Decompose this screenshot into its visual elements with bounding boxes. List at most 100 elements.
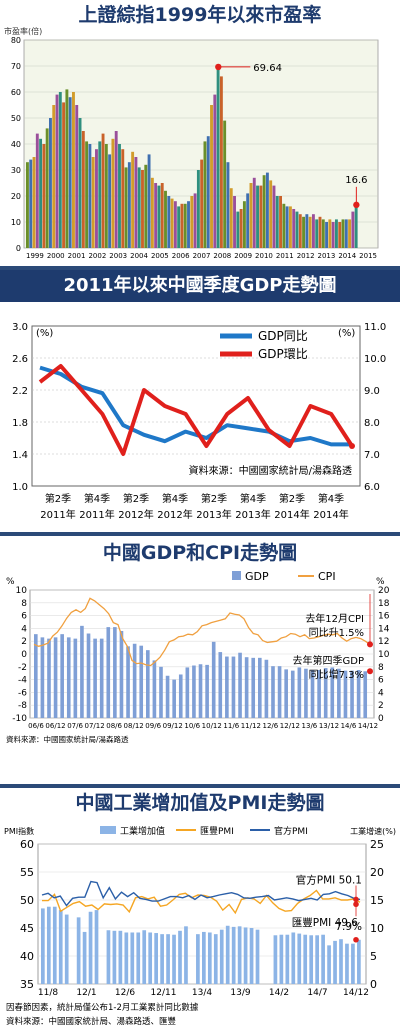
chart1-bar xyxy=(308,216,312,248)
chart3-xtick-11/12: 11/12 xyxy=(241,722,261,730)
chart2-xtick-q: 第2季 xyxy=(123,492,149,505)
chart1-bar xyxy=(203,141,207,248)
chart1-bar xyxy=(252,177,256,248)
chart3-gdp-bar xyxy=(47,638,51,718)
chart2-end-marker xyxy=(349,443,355,449)
chart3-gdp-bar xyxy=(40,637,45,718)
chart1-bar xyxy=(137,167,141,248)
chart1-bar xyxy=(95,149,98,248)
chart1-bar xyxy=(180,203,184,248)
chart4-industry-bar xyxy=(345,943,349,984)
chart1-bar xyxy=(200,159,204,248)
chart3-title: 中國GDP和CPI走勢圖 xyxy=(102,542,298,564)
chart1-bar xyxy=(52,105,56,248)
chart1-bar xyxy=(164,190,167,248)
chart2-svg: 3.0 2.6 2.2 1.8 1.4 1.0 11.0 10.0 9.0 8.0 7.0 6.0 (%… xyxy=(12,322,386,521)
chart1-bar xyxy=(91,157,95,248)
chart3-gdp-bar xyxy=(304,668,308,718)
chart3-gdp-bar xyxy=(53,637,58,718)
chart3-gdp-bar xyxy=(185,667,190,718)
chart1-bar xyxy=(292,209,296,248)
chart2-ltick-1.8: 1.8 xyxy=(12,418,28,429)
chart2-ltick-1.4: 1.4 xyxy=(12,450,28,461)
chart4-huifeng-label: 匯豐PMI 49.6 xyxy=(292,916,359,929)
chart4-industry-bar xyxy=(351,943,355,984)
chart4-industry-bar xyxy=(118,930,123,984)
chart4-industry-bar xyxy=(76,917,81,984)
chart3-legend-gdp-swatch xyxy=(232,571,241,580)
chart3-gdp-bar xyxy=(356,670,361,718)
chart3-ltick-10: 10 xyxy=(16,586,28,596)
chart4-industry-label: 7.9% xyxy=(335,921,362,933)
chart2-left-unit: (%) xyxy=(36,328,53,339)
chart2-ltick-3.0: 3.0 xyxy=(12,322,28,333)
chart2-rtick-9.0: 9.0 xyxy=(364,386,380,397)
chart4-ltick-50: 50 xyxy=(20,894,34,907)
chart1-bar xyxy=(226,162,230,248)
chart3-gdp-bar xyxy=(363,671,368,718)
separator-3 xyxy=(0,784,400,788)
chart4-svg: 6055504540352520151050PMI指數 工業增速(%)工業增加值匯… xyxy=(4,825,396,1027)
chart1-bar xyxy=(249,183,253,248)
chart3-gdp-bar xyxy=(126,646,130,718)
chart4-industry-bar xyxy=(297,933,302,984)
chart1-bar xyxy=(88,144,92,248)
chart3-gdp-bar xyxy=(93,638,97,718)
chart1-bar xyxy=(131,151,135,248)
chart3-gdp-bar xyxy=(231,656,236,718)
chart1-bar xyxy=(141,170,144,248)
chart1-bar xyxy=(147,154,151,248)
chart3-rtick-20: 20 xyxy=(378,586,390,596)
chart1-bar xyxy=(58,92,62,248)
chart1-bar xyxy=(187,201,190,248)
chart4-industry-bar xyxy=(52,906,57,984)
chart1-bar xyxy=(118,144,121,248)
chart4-rtick-15: 15 xyxy=(370,894,384,907)
chart1-bar xyxy=(190,196,194,248)
chart3-xtick-13/12: 13/12 xyxy=(319,722,339,730)
chart3-gdp-bar xyxy=(310,670,315,718)
chart4-xtick-12/6: 12/6 xyxy=(115,988,135,998)
chart1-xtick-2000: 2000 xyxy=(47,252,65,260)
chart1-bar xyxy=(193,193,197,248)
chart2-panel: 2011年以來中國季度GDP走勢圖 3.0 2.6 2.2 1.8 1.4 1.0 11.0… xyxy=(0,270,400,532)
chart1-bar xyxy=(328,219,332,248)
chart1-bar xyxy=(210,105,213,248)
chart1-bar xyxy=(114,131,118,248)
chart3-gdp-bar xyxy=(165,675,170,718)
chart3-xtick-10/6: 10/6 xyxy=(184,722,200,730)
chart1-bar xyxy=(288,206,292,248)
chart3-rtick-10: 10 xyxy=(378,650,390,660)
chart1-bar xyxy=(127,162,131,248)
chart1-ytick-40: 40 xyxy=(11,140,21,149)
chart2-plot-area xyxy=(31,325,361,487)
chart4-industry-bar xyxy=(64,914,69,984)
chart4-rtick-10: 10 xyxy=(370,922,384,935)
chart1-bar xyxy=(45,128,49,248)
chart3-gdp-bar xyxy=(139,645,144,718)
chart3-xtick-14/12: 14/12 xyxy=(358,722,378,730)
chart4-industry-bar xyxy=(333,940,337,984)
chart1-bar xyxy=(302,216,306,248)
chart1-bar xyxy=(338,222,342,248)
chart1-ytick-60: 60 xyxy=(11,88,21,97)
chart2-source: 資料來源：中國國家統計局/湯森路透 xyxy=(189,464,352,477)
chart4-panel: 中國工業增加值及PMI走勢圖 60 55 50 45 40 35 25 20 15 10 5 0 PMI… xyxy=(0,788,400,1032)
chart1-bar xyxy=(101,133,105,248)
chart3-ltick-2: 2 xyxy=(21,637,27,647)
chart4-industry-bar xyxy=(88,911,93,984)
chart4-xtick-12/11: 12/11 xyxy=(151,988,177,998)
chart3-ltick--2: -2 xyxy=(18,663,27,673)
chart4-industry-bar xyxy=(41,908,45,984)
chart3-gdp-bar xyxy=(211,641,216,718)
chart3-right-unit: % xyxy=(376,577,385,587)
chart1-xtick-1999: 1999 xyxy=(26,252,44,260)
chart4-industry-bar xyxy=(154,933,158,984)
chart3-xtick-09/12: 09/12 xyxy=(163,722,183,730)
chart3-xtick-07/6: 07/6 xyxy=(67,722,83,730)
chart1-panel: 上證綜指1999年以來市盈率 市盈率(倍) 0 10 20 30 40 50 60 70 80 19… xyxy=(0,0,400,266)
chart1-xtick-2001: 2001 xyxy=(68,252,86,260)
chart3-gdp-bar xyxy=(198,664,203,718)
chart1-bar xyxy=(344,219,348,248)
chart1-bar xyxy=(272,185,276,248)
